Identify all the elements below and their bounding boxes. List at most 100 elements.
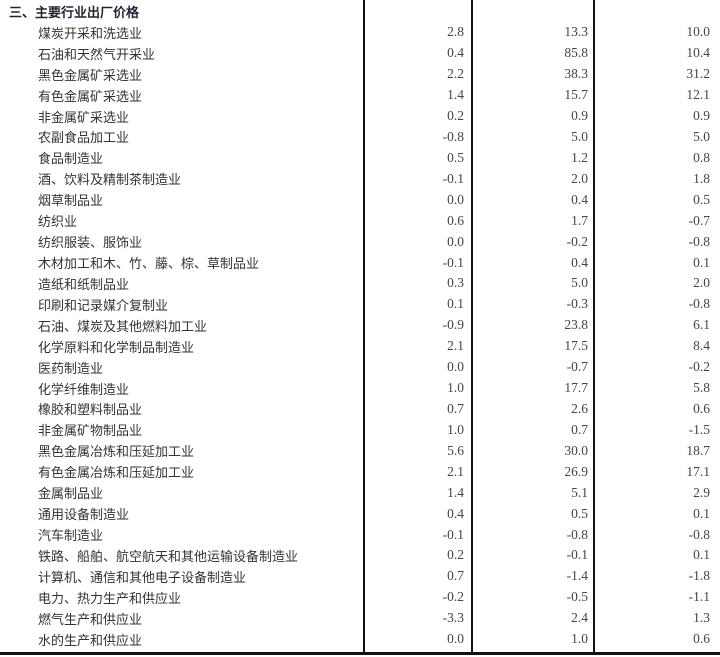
industry-name: 计算机、通信和其他电子设备制造业 [38, 570, 247, 586]
table-row: 木材加工和木、竹、藤、棕、草制品业 -0.1 0.4 0.1 [0, 252, 720, 273]
value-col-3: 18.7 [686, 442, 710, 458]
value-col-3: 0.1 [693, 254, 710, 270]
industry-name: 非金属矿物制品业 [38, 424, 143, 440]
table-row: 石油、煤炭及其他燃料加工业 -0.9 23.8 6.1 [0, 315, 720, 336]
table-row: 烟草制品业 0.0 0.4 0.5 [0, 189, 720, 210]
value-col-1: 0.0 [447, 191, 464, 207]
industry-name: 石油、煤炭及其他燃料加工业 [38, 319, 208, 335]
value-col-2: -0.2 [566, 233, 588, 249]
value-col-2: 1.7 [571, 212, 588, 228]
value-col-2: 0.4 [571, 191, 588, 207]
value-col-2: 2.6 [571, 400, 588, 416]
value-col-3: 5.0 [693, 128, 710, 144]
value-col-3: -0.8 [688, 526, 710, 542]
industry-name: 通用设备制造业 [38, 508, 130, 524]
value-col-1: 0.1 [447, 296, 464, 312]
value-col-3: 0.1 [693, 547, 710, 563]
table-row: 煤炭开采和洗选业 2.8 13.3 10.0 [0, 22, 720, 43]
table-row: 燃气生产和供应业 -3.3 2.4 1.3 [0, 608, 720, 629]
industry-name: 造纸和纸制品业 [38, 277, 130, 293]
industry-name: 医药制造业 [38, 361, 104, 377]
value-col-3: 5.8 [693, 380, 710, 396]
value-col-2: -0.1 [566, 547, 588, 563]
value-col-3: -1.1 [688, 589, 710, 605]
value-col-3: -1.8 [688, 568, 710, 584]
value-col-3: -0.8 [688, 233, 710, 249]
table-row: 非金属矿采选业 0.2 0.9 0.9 [0, 106, 720, 127]
industry-name: 汽车制造业 [38, 529, 104, 544]
value-col-3: 10.4 [686, 45, 710, 61]
value-col-3: 17.1 [686, 463, 710, 479]
value-col-1: -0.2 [442, 589, 464, 605]
industry-name: 化学纤维制造业 [38, 382, 130, 398]
table-row: 医药制造业 0.0 -0.7 -0.2 [0, 357, 720, 378]
table-row: 纺织服装、服饰业 0.0 -0.2 -0.8 [0, 231, 720, 252]
industry-name: 非金属矿采选业 [38, 110, 130, 126]
value-col-2: 0.4 [571, 254, 588, 270]
value-col-3: 10.0 [686, 24, 710, 40]
value-col-3: 0.5 [693, 191, 710, 207]
value-col-2: -0.5 [566, 589, 588, 605]
value-col-3: -0.8 [688, 296, 710, 312]
value-col-1: 0.2 [447, 108, 464, 124]
value-col-1: 5.6 [447, 442, 464, 458]
value-col-3: 2.9 [693, 484, 710, 500]
value-col-1: 0.7 [447, 400, 464, 416]
value-col-2: 0.9 [571, 108, 588, 124]
column-divider [471, 0, 473, 653]
table-row: 计算机、通信和其他电子设备制造业 0.7 -1.4 -1.8 [0, 566, 720, 587]
value-col-3: -1.5 [688, 421, 710, 437]
table-row: 通用设备制造业 0.4 0.5 0.1 [0, 503, 720, 524]
table-row: 酒、饮料及精制茶制造业 -0.1 2.0 1.8 [0, 168, 720, 189]
column-divider [363, 0, 365, 653]
table-row: 水的生产和供应业 0.0 1.0 0.6 [0, 629, 720, 650]
value-col-2: 13.3 [564, 24, 588, 40]
value-col-3: 0.9 [693, 108, 710, 124]
value-col-1: 2.2 [447, 66, 464, 82]
industry-name: 化学原料和化学制品制造业 [38, 340, 195, 356]
value-col-1: 0.0 [447, 359, 464, 375]
value-col-2: 5.0 [571, 275, 588, 291]
section-title: 三、主要行业出厂价格 [9, 5, 140, 21]
value-col-1: -0.1 [442, 254, 464, 270]
value-col-2: 17.5 [564, 338, 588, 354]
value-col-1: 0.4 [447, 505, 464, 521]
industry-name: 黑色金属冶炼和压延加工业 [38, 445, 195, 461]
industry-name: 纺织服装、服饰业 [38, 236, 143, 252]
value-col-2: 23.8 [564, 317, 588, 333]
industry-name: 黑色金属矿采选业 [38, 68, 143, 84]
value-col-2: 30.0 [564, 442, 588, 458]
table-row: 汽车制造业 -0.1 -0.8 -0.8 [0, 524, 720, 545]
industry-name: 纺织业 [38, 215, 78, 231]
table-bottom-border [0, 652, 720, 655]
value-col-1: 1.0 [447, 380, 464, 396]
value-col-1: 2.1 [447, 338, 464, 354]
industry-name: 烟草制品业 [38, 194, 104, 210]
table-row: 化学原料和化学制品制造业 2.1 17.5 8.4 [0, 336, 720, 357]
value-col-3: 0.6 [693, 400, 710, 416]
table-row: 石油和天然气开采业 0.4 85.8 10.4 [0, 43, 720, 64]
value-col-1: 1.4 [447, 87, 464, 103]
value-col-1: -0.1 [442, 170, 464, 186]
table-row: 有色金属冶炼和压延加工业 2.1 26.9 17.1 [0, 461, 720, 482]
table-row: 农副食品加工业 -0.8 5.0 5.0 [0, 127, 720, 148]
industry-name: 电力、热力生产和供应业 [38, 591, 182, 607]
value-col-1: 0.2 [447, 547, 464, 563]
value-col-2: 0.7 [571, 421, 588, 437]
value-col-1: -0.9 [442, 317, 464, 333]
value-col-1: 2.8 [447, 24, 464, 40]
industry-name: 木材加工和木、竹、藤、棕、草制品业 [38, 257, 260, 273]
value-col-2: -0.7 [566, 359, 588, 375]
value-col-1: 1.4 [447, 484, 464, 500]
industry-name: 水的生产和供应业 [38, 633, 143, 649]
value-col-3: 8.4 [693, 338, 710, 354]
value-col-2: 2.0 [571, 170, 588, 186]
value-col-1: 1.0 [447, 421, 464, 437]
value-col-3: 1.8 [693, 170, 710, 186]
value-col-2: 0.5 [571, 505, 588, 521]
value-col-3: 0.1 [693, 505, 710, 521]
value-col-3: 1.3 [693, 610, 710, 626]
value-col-1: -0.8 [442, 128, 464, 144]
table-row: 食品制造业 0.5 1.2 0.8 [0, 147, 720, 168]
value-col-1: 0.3 [447, 275, 464, 291]
